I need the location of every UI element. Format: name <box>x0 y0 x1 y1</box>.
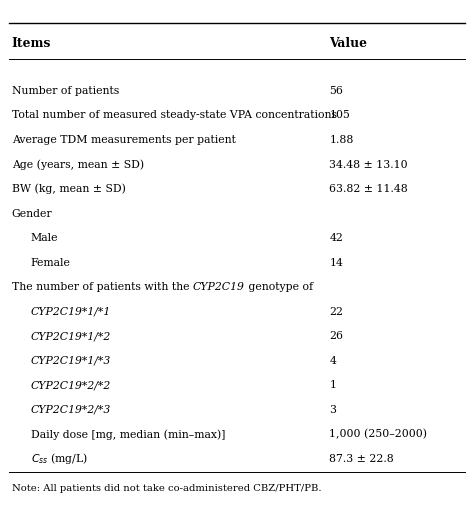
Text: CYP2C19*2/*3: CYP2C19*2/*3 <box>31 405 111 415</box>
Text: 63.82 ± 11.48: 63.82 ± 11.48 <box>329 184 408 194</box>
Text: 105: 105 <box>329 110 350 121</box>
Text: 4: 4 <box>329 356 337 366</box>
Text: CYP2C19*1/*2: CYP2C19*1/*2 <box>31 331 111 341</box>
Text: CYP2C19*2/*2: CYP2C19*2/*2 <box>31 380 111 390</box>
Text: Daily dose [mg, median (min–max)]: Daily dose [mg, median (min–max)] <box>31 429 225 439</box>
Text: 22: 22 <box>329 307 344 317</box>
Text: 56: 56 <box>329 86 343 96</box>
Text: Total number of measured steady-state VPA concentrations: Total number of measured steady-state VP… <box>12 110 337 121</box>
Text: CYP2C19*1/*1: CYP2C19*1/*1 <box>31 307 111 317</box>
Text: Note: All patients did not take co-administered CBZ/PHT/PB.: Note: All patients did not take co-admin… <box>12 484 321 493</box>
Text: Gender: Gender <box>12 208 53 219</box>
Text: Value: Value <box>329 37 367 50</box>
Text: Age (years, mean ± SD): Age (years, mean ± SD) <box>12 159 144 170</box>
Text: Female: Female <box>31 258 71 268</box>
Text: 1.88: 1.88 <box>329 135 354 145</box>
Text: Male: Male <box>31 233 58 243</box>
Text: 14: 14 <box>329 258 343 268</box>
Text: 26: 26 <box>329 331 344 341</box>
Text: 3: 3 <box>329 405 337 415</box>
Text: Items: Items <box>12 37 51 50</box>
Text: 42: 42 <box>329 233 343 243</box>
Text: CYP2C19: CYP2C19 <box>193 282 245 292</box>
Text: 87.3 ± 22.8: 87.3 ± 22.8 <box>329 454 394 464</box>
Text: BW (kg, mean ± SD): BW (kg, mean ± SD) <box>12 184 126 194</box>
Text: $\mathit{C}_{ss}$ (mg/L): $\mathit{C}_{ss}$ (mg/L) <box>31 451 88 467</box>
Text: 34.48 ± 13.10: 34.48 ± 13.10 <box>329 159 408 170</box>
Text: The number of patients with the: The number of patients with the <box>12 282 193 292</box>
Text: 1: 1 <box>329 380 337 390</box>
Text: genotype of: genotype of <box>245 282 313 292</box>
Text: CYP2C19*1/*3: CYP2C19*1/*3 <box>31 356 111 366</box>
Text: Number of patients: Number of patients <box>12 86 119 96</box>
Text: Average TDM measurements per patient: Average TDM measurements per patient <box>12 135 236 145</box>
Text: 1,000 (250–2000): 1,000 (250–2000) <box>329 429 428 439</box>
